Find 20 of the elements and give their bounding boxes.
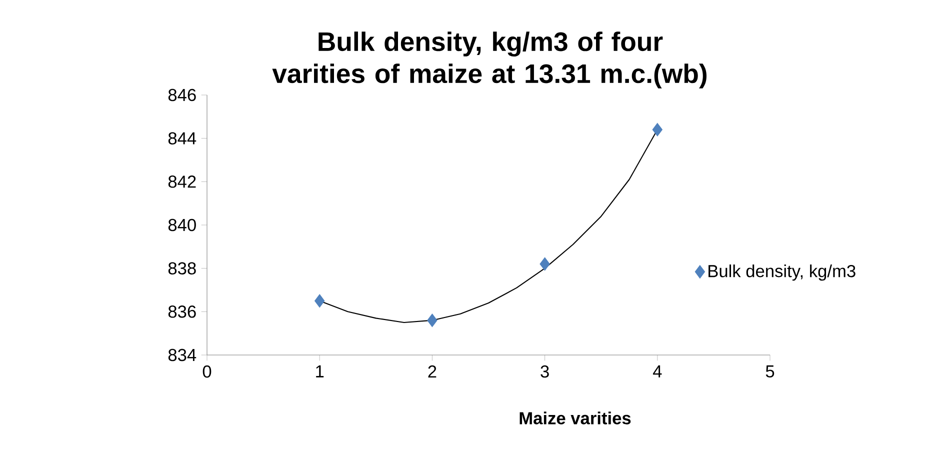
x-tick-label: 3 — [540, 365, 549, 378]
x-tick-label: 5 — [766, 365, 774, 378]
point — [314, 294, 325, 308]
legend-label: Bulk density, kg/m3 — [708, 264, 856, 281]
y-tick-label: 836 — [168, 306, 196, 318]
point — [652, 123, 662, 136]
y-tick-label: 842 — [168, 176, 196, 188]
chart-title: Bulk density, kg/m3 of four varities of maize at 13.31 m.c.(wb) — [272, 32, 706, 88]
x-tick-label: 0 — [202, 365, 212, 378]
x-tick-label: 1 — [316, 365, 324, 378]
point — [427, 314, 438, 327]
x-axis-title: Maize varities — [520, 412, 631, 424]
y-tick-label: 834 — [168, 348, 196, 362]
x-tick-label: 4 — [652, 365, 662, 378]
y-tick-label: 844 — [168, 132, 196, 144]
point — [540, 257, 550, 271]
x-tick-label: 2 — [428, 365, 436, 378]
y-tick-label: 846 — [168, 88, 196, 102]
y-tick-label: 840 — [168, 218, 196, 232]
y-tick-label: 838 — [168, 262, 196, 274]
